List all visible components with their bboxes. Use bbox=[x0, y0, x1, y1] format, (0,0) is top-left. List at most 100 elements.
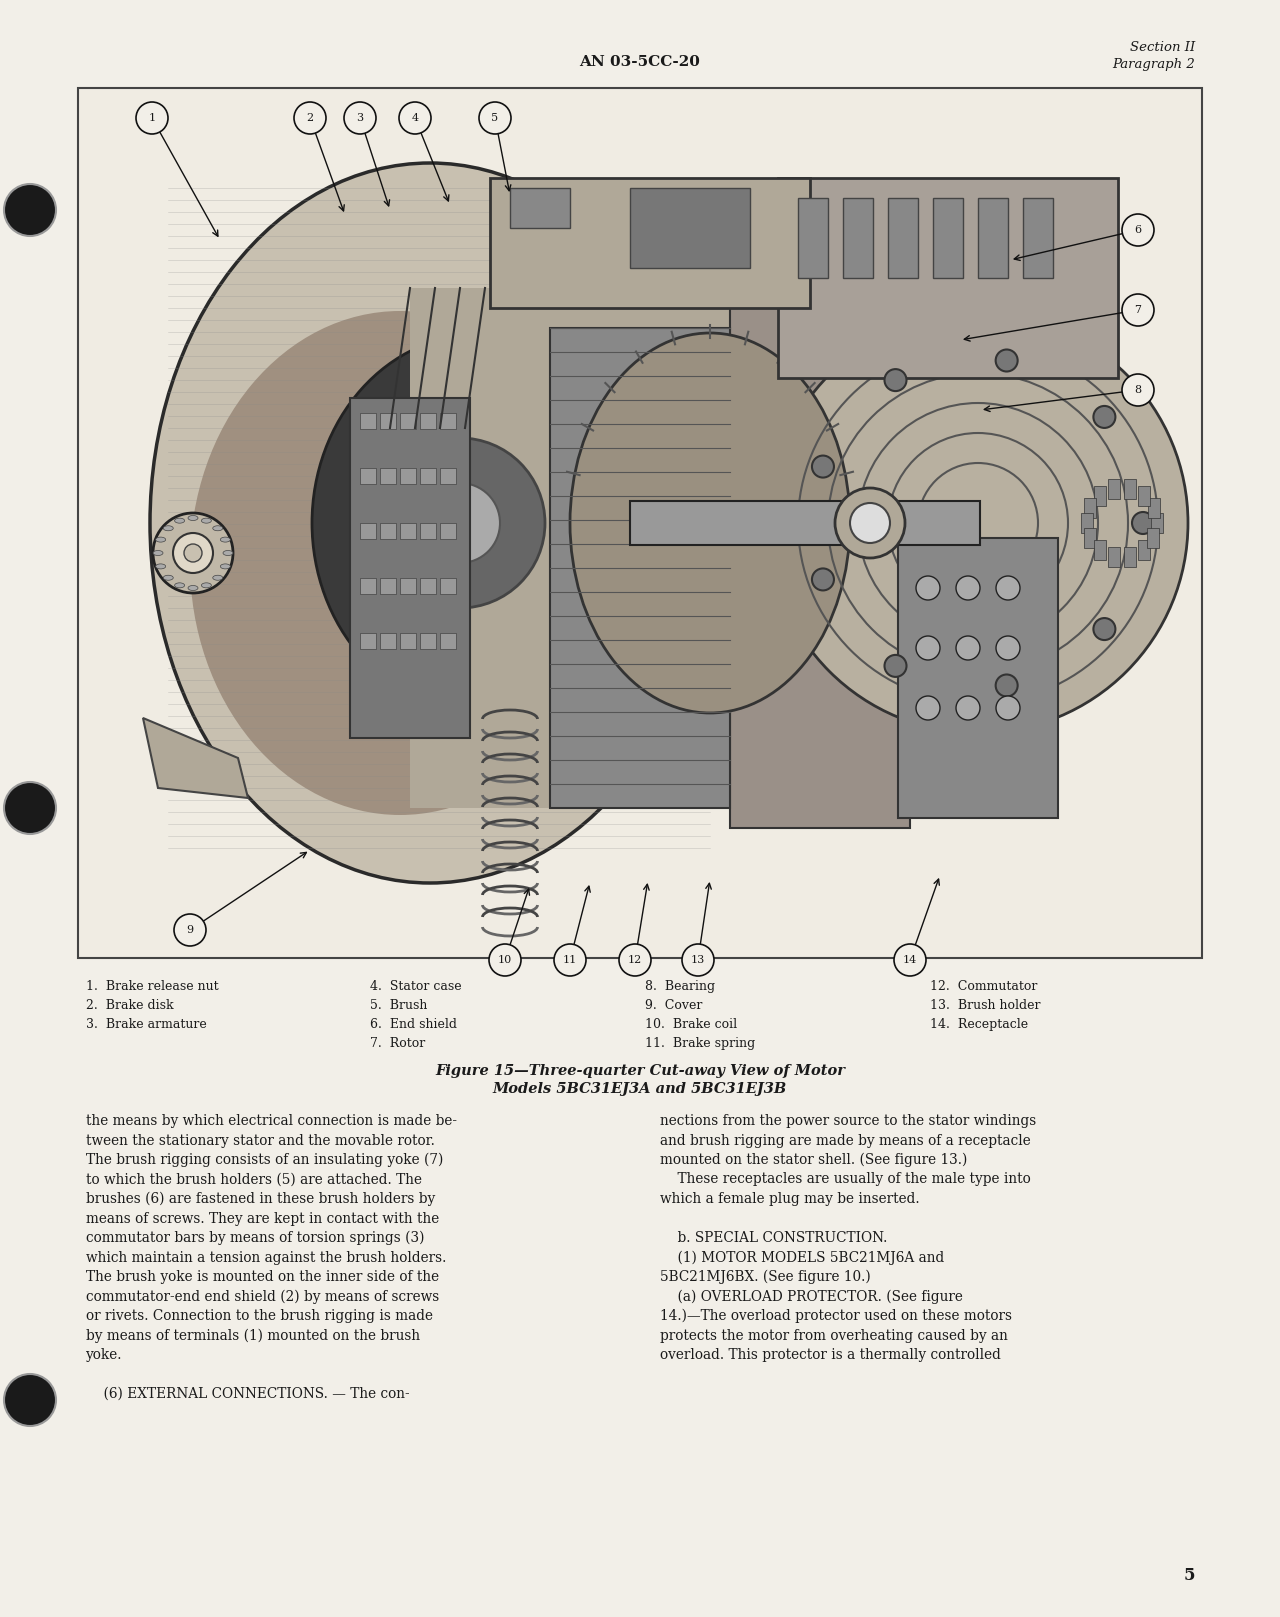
Bar bbox=[1108, 547, 1120, 568]
Bar bbox=[440, 412, 456, 429]
Ellipse shape bbox=[916, 635, 940, 660]
Text: 5: 5 bbox=[1184, 1567, 1196, 1583]
Text: commutator-end end shield (2) by means of screws: commutator-end end shield (2) by means o… bbox=[86, 1289, 439, 1303]
Ellipse shape bbox=[4, 783, 56, 834]
Text: 4: 4 bbox=[411, 113, 419, 123]
Bar bbox=[1151, 513, 1164, 534]
Ellipse shape bbox=[156, 537, 165, 542]
Text: 3.  Brake armature: 3. Brake armature bbox=[86, 1019, 207, 1032]
Text: Paragraph 2: Paragraph 2 bbox=[1112, 58, 1196, 71]
Bar bbox=[360, 412, 376, 429]
Text: (a) OVERLOAD PROTECTOR. (See figure: (a) OVERLOAD PROTECTOR. (See figure bbox=[660, 1289, 963, 1303]
Ellipse shape bbox=[956, 576, 980, 600]
Bar bbox=[420, 467, 436, 483]
Ellipse shape bbox=[294, 102, 326, 134]
Bar bbox=[440, 522, 456, 538]
Bar bbox=[778, 178, 1117, 378]
Text: mounted on the stator shell. (See figure 13.): mounted on the stator shell. (See figure… bbox=[660, 1153, 968, 1167]
Text: brushes (6) are fastened in these brush holders by: brushes (6) are fastened in these brush … bbox=[86, 1192, 435, 1206]
Polygon shape bbox=[143, 718, 248, 799]
Ellipse shape bbox=[154, 513, 233, 593]
Bar bbox=[1138, 540, 1149, 561]
Bar bbox=[399, 577, 416, 593]
Ellipse shape bbox=[996, 635, 1020, 660]
Text: 10.  Brake coil: 10. Brake coil bbox=[645, 1019, 737, 1032]
Text: 2.  Brake disk: 2. Brake disk bbox=[86, 999, 174, 1012]
Text: overload. This protector is a thermally controlled: overload. This protector is a thermally … bbox=[660, 1349, 1001, 1362]
Ellipse shape bbox=[164, 576, 173, 581]
Text: Section II: Section II bbox=[1130, 42, 1196, 55]
Ellipse shape bbox=[201, 517, 211, 524]
Text: yoke.: yoke. bbox=[86, 1349, 123, 1362]
Ellipse shape bbox=[212, 526, 223, 530]
Ellipse shape bbox=[1123, 294, 1155, 327]
Ellipse shape bbox=[184, 543, 202, 563]
Text: 14.)—The overload protector used on these motors: 14.)—The overload protector used on thes… bbox=[660, 1310, 1012, 1323]
Ellipse shape bbox=[375, 438, 545, 608]
Ellipse shape bbox=[174, 517, 184, 524]
Text: tween the stationary stator and the movable rotor.: tween the stationary stator and the mova… bbox=[86, 1134, 435, 1148]
Ellipse shape bbox=[916, 576, 940, 600]
Ellipse shape bbox=[768, 314, 1188, 733]
Ellipse shape bbox=[682, 944, 714, 977]
Text: 5: 5 bbox=[492, 113, 499, 123]
Text: 7.  Rotor: 7. Rotor bbox=[370, 1036, 425, 1049]
Ellipse shape bbox=[570, 333, 850, 713]
Bar bbox=[360, 467, 376, 483]
Text: to which the brush holders (5) are attached. The: to which the brush holders (5) are attac… bbox=[86, 1172, 422, 1187]
Bar bbox=[78, 87, 1202, 957]
Ellipse shape bbox=[220, 564, 230, 569]
Ellipse shape bbox=[189, 310, 611, 815]
Text: 6: 6 bbox=[1134, 225, 1142, 234]
Bar bbox=[360, 632, 376, 648]
Ellipse shape bbox=[884, 369, 906, 391]
Bar bbox=[899, 538, 1059, 818]
Ellipse shape bbox=[173, 534, 212, 572]
Bar bbox=[440, 632, 456, 648]
Bar bbox=[1084, 529, 1097, 548]
Bar bbox=[1094, 540, 1106, 561]
Text: 8.  Bearing: 8. Bearing bbox=[645, 980, 716, 993]
Text: 9.  Cover: 9. Cover bbox=[645, 999, 703, 1012]
Text: The brush yoke is mounted on the inner side of the: The brush yoke is mounted on the inner s… bbox=[86, 1269, 439, 1284]
Bar bbox=[349, 398, 470, 737]
Text: by means of terminals (1) mounted on the brush: by means of terminals (1) mounted on the… bbox=[86, 1329, 420, 1342]
Text: 5BC21MJ6BX. (See figure 10.): 5BC21MJ6BX. (See figure 10.) bbox=[660, 1269, 870, 1284]
Ellipse shape bbox=[420, 483, 500, 563]
Text: 1.  Brake release nut: 1. Brake release nut bbox=[86, 980, 219, 993]
Text: b. SPECIAL CONSTRUCTION.: b. SPECIAL CONSTRUCTION. bbox=[660, 1231, 887, 1245]
Text: 13.  Brush holder: 13. Brush holder bbox=[931, 999, 1041, 1012]
Ellipse shape bbox=[1093, 406, 1115, 429]
Ellipse shape bbox=[996, 695, 1020, 720]
Ellipse shape bbox=[1123, 374, 1155, 406]
Bar bbox=[399, 632, 416, 648]
Ellipse shape bbox=[188, 516, 198, 521]
Text: which maintain a tension against the brush holders.: which maintain a tension against the bru… bbox=[86, 1250, 447, 1264]
Ellipse shape bbox=[399, 102, 431, 134]
Ellipse shape bbox=[4, 184, 56, 236]
Ellipse shape bbox=[174, 582, 184, 589]
Text: 14: 14 bbox=[902, 956, 918, 965]
Text: (6) EXTERNAL CONNECTIONS. — The con-: (6) EXTERNAL CONNECTIONS. — The con- bbox=[86, 1387, 410, 1400]
Ellipse shape bbox=[850, 503, 890, 543]
Bar bbox=[410, 288, 890, 808]
Ellipse shape bbox=[996, 576, 1020, 600]
Ellipse shape bbox=[212, 576, 223, 581]
Bar bbox=[797, 197, 828, 278]
Bar bbox=[1147, 529, 1160, 548]
Bar bbox=[550, 328, 730, 808]
Text: 4.  Stator case: 4. Stator case bbox=[370, 980, 462, 993]
Ellipse shape bbox=[996, 674, 1018, 697]
Ellipse shape bbox=[344, 102, 376, 134]
Bar bbox=[380, 577, 396, 593]
Text: 3: 3 bbox=[356, 113, 364, 123]
Ellipse shape bbox=[4, 1374, 56, 1426]
Bar bbox=[978, 197, 1009, 278]
Bar bbox=[440, 467, 456, 483]
Bar bbox=[844, 197, 873, 278]
Bar bbox=[1082, 513, 1093, 534]
Bar bbox=[380, 632, 396, 648]
Text: (1) MOTOR MODELS 5BC21MJ6A and: (1) MOTOR MODELS 5BC21MJ6A and bbox=[660, 1250, 945, 1264]
Bar bbox=[490, 178, 810, 307]
Ellipse shape bbox=[156, 564, 165, 569]
